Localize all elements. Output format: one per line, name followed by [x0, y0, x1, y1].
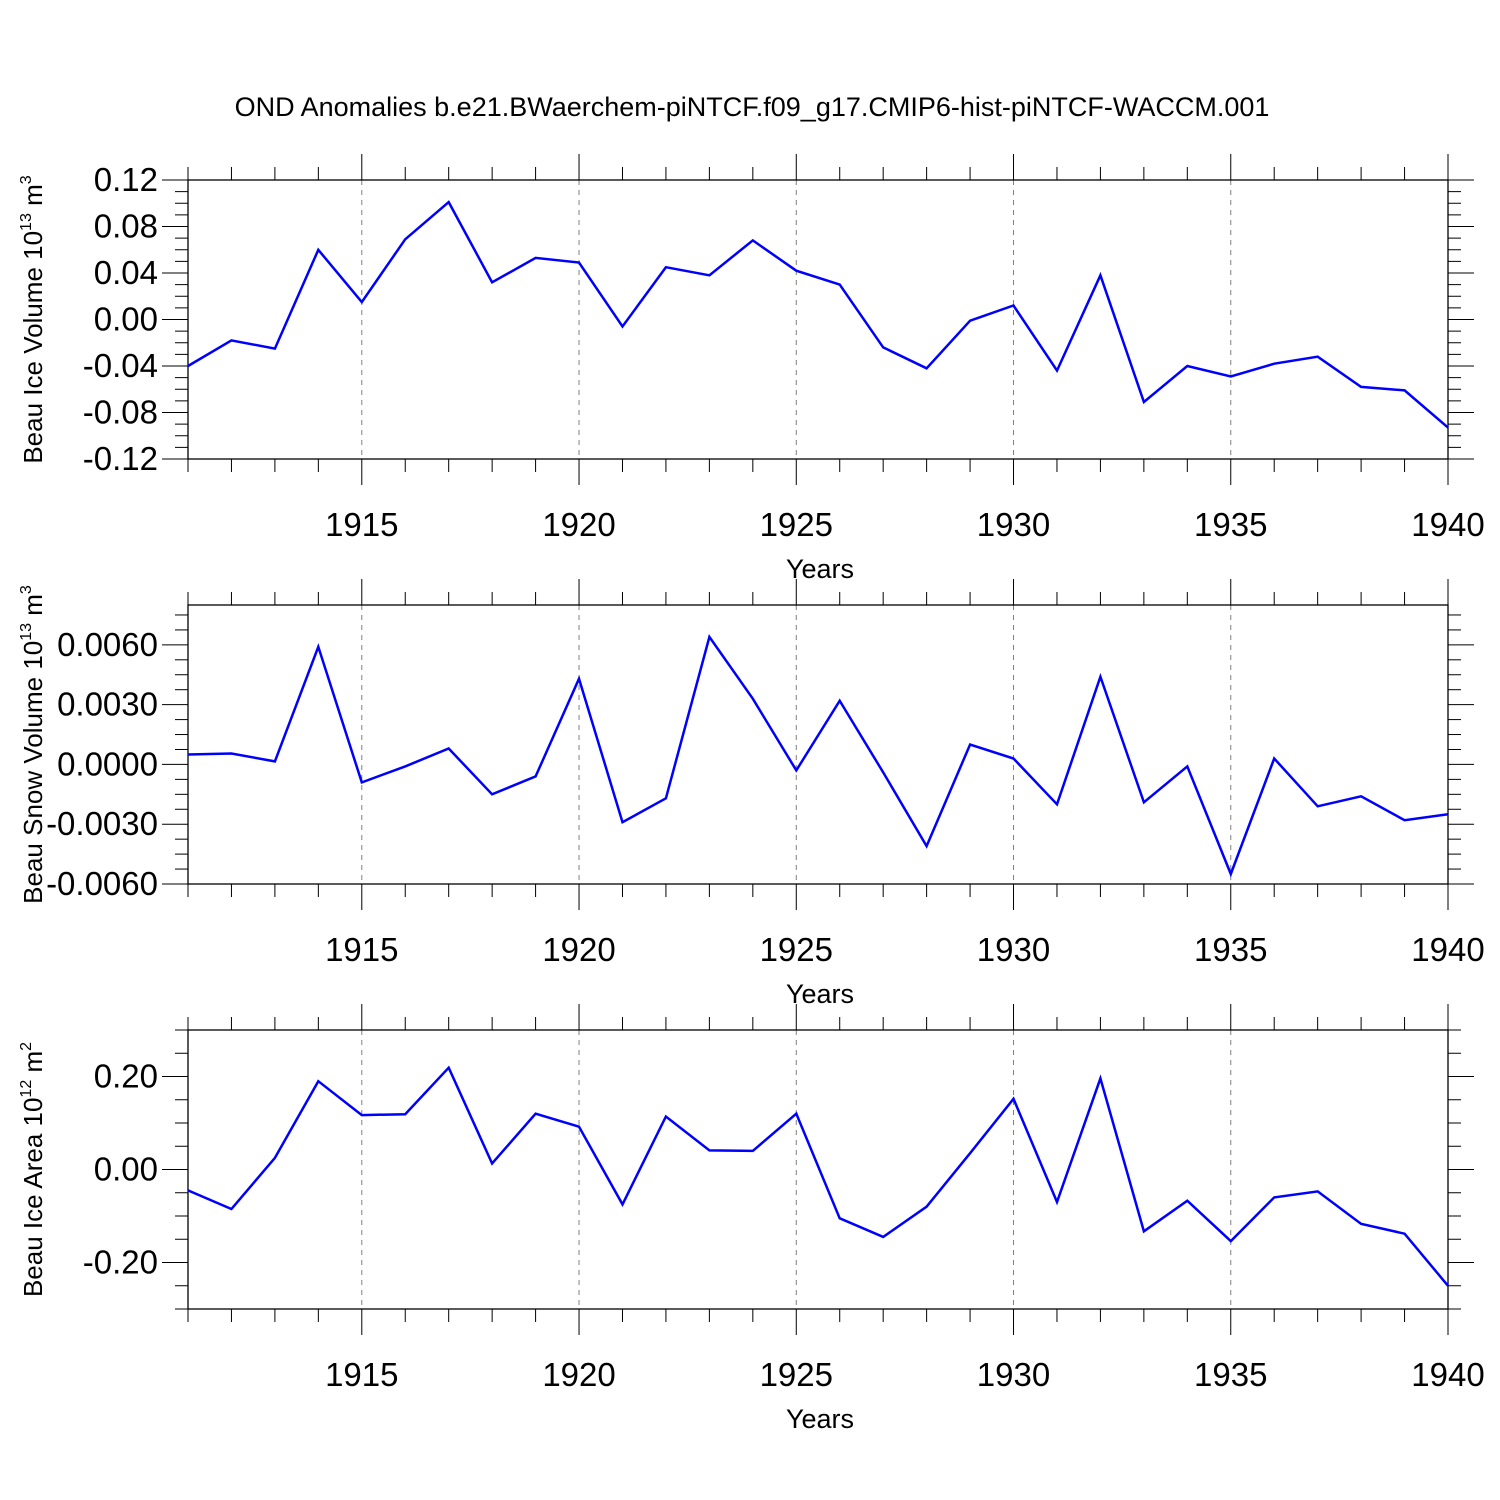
y-axis-label-unit: m: [18, 184, 48, 213]
x-axis-label: Years: [786, 979, 854, 1009]
plot-frame: [187, 604, 1449, 885]
panel-1: -0.12 -0.08 -0.04 0.00 0.04 0.08 0.12 1915 1920 1…: [18, 154, 1485, 584]
x-tick-label: 1920: [542, 506, 615, 543]
y-tick-label: -0.0060: [46, 865, 158, 902]
series-line: [187, 633, 1449, 878]
x-tick-label: 1940: [1411, 1356, 1484, 1393]
y-axis-label-exponent: 12: [18, 1080, 35, 1098]
x-tick-label: 1940: [1411, 931, 1484, 968]
y-tick-label: -0.12: [83, 440, 158, 477]
y-axis-label-group: Beau Snow Volume 1013 m3: [18, 585, 48, 904]
y-axis-label-exponent: 13: [18, 213, 35, 231]
chart-title: OND Anomalies b.e21.BWaerchem-piNTCF.f09…: [235, 92, 1270, 122]
y-tick-label: -0.04: [83, 347, 158, 384]
x-tick-label: 1925: [760, 506, 833, 543]
y-axis-label-group: Beau Ice Area 1012 m2: [18, 1042, 48, 1297]
y-axis-label-unit-exponent: 3: [18, 175, 35, 184]
y-axis-label: Beau Snow Volume 1013 m3: [18, 585, 48, 904]
y-axis-label-group: Beau Ice Volume 1013 m3: [18, 175, 48, 463]
y-axis-label-text: Beau Ice Area 10: [18, 1098, 48, 1297]
y-axis-label-text: Beau Snow Volume 10: [18, 641, 48, 904]
y-axis-label-unit-exponent: 2: [18, 1042, 35, 1051]
x-tick-label: 1930: [977, 1356, 1050, 1393]
x-tick-label: 1935: [1194, 506, 1267, 543]
x-tick-label: 1920: [542, 1356, 615, 1393]
x-tick-label: 1940: [1411, 506, 1484, 543]
x-tick-label: 1915: [325, 1356, 398, 1393]
y-axis-label-unit-exponent: 3: [18, 585, 35, 594]
x-tick-label: 1930: [977, 506, 1050, 543]
x-tick-label: 1915: [325, 506, 398, 543]
y-tick-label: 0.0030: [57, 686, 158, 723]
x-tick-label: 1920: [542, 931, 615, 968]
x-tick-label: 1930: [977, 931, 1050, 968]
panel-2: -0.0060 -0.0030 0.0000 0.0030 0.0060 1915 1920…: [18, 579, 1485, 1009]
y-axis-label-unit: m: [18, 1051, 48, 1080]
y-tick-label: 0.20: [94, 1058, 158, 1095]
y-axis-label: Beau Ice Volume 1013 m3: [18, 175, 48, 463]
y-tick-label: 0.12: [94, 161, 158, 198]
y-tick-label: 0.00: [94, 1151, 158, 1188]
panels: -0.12 -0.08 -0.04 0.00 0.04 0.08 0.12 1915 1920 1…: [18, 154, 1485, 1434]
plot-frame: [187, 179, 1449, 460]
y-axis-label-exponent: 13: [18, 623, 35, 641]
y-tick-label: -0.20: [83, 1244, 158, 1281]
y-tick-label: -0.08: [83, 394, 158, 431]
series-line: [187, 1065, 1449, 1287]
x-tick-label: 1935: [1194, 1356, 1267, 1393]
x-tick-label: 1925: [760, 931, 833, 968]
y-tick-label: 0.0060: [57, 626, 158, 663]
x-axis-label: Years: [786, 1404, 854, 1434]
y-tick-label: 0.04: [94, 254, 158, 291]
series-line: [187, 200, 1449, 429]
y-axis-label-unit: m: [18, 594, 48, 623]
x-axis-label: Years: [786, 554, 854, 584]
y-axis-label: Beau Ice Area 1012 m2: [18, 1042, 48, 1297]
y-axis-label-text: Beau Ice Volume 10: [18, 231, 48, 464]
y-tick-label: 0.0000: [57, 745, 158, 782]
x-tick-label: 1925: [760, 1356, 833, 1393]
x-tick-label: 1935: [1194, 931, 1267, 968]
y-tick-label: 0.00: [94, 301, 158, 338]
plot-frame: [187, 1029, 1449, 1310]
y-tick-label: -0.0030: [46, 805, 158, 842]
x-tick-label: 1915: [325, 931, 398, 968]
y-tick-label: 0.08: [94, 208, 158, 245]
panel-3: -0.20 0.00 0.20 1915 1920 1925 1930 1935 1940 Yea…: [18, 1004, 1485, 1434]
